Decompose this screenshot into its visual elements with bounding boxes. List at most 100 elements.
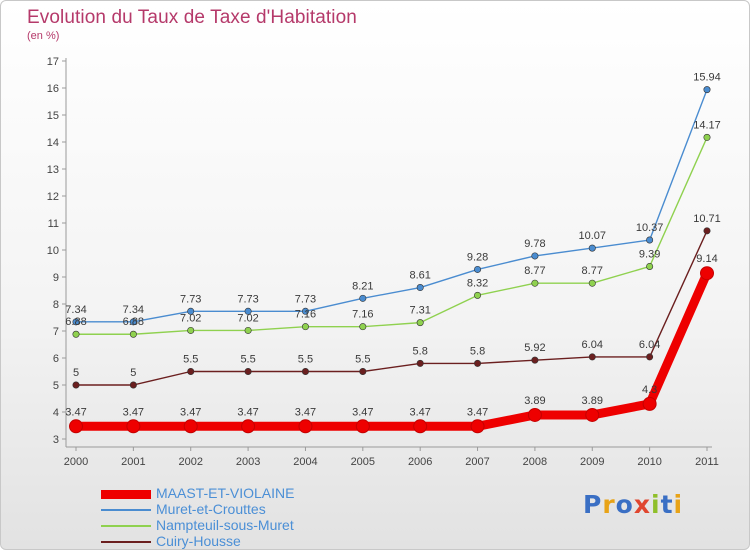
data-label: 3.47 <box>65 406 86 418</box>
data-point <box>474 291 482 299</box>
data-point <box>470 419 485 434</box>
logo-letter: r <box>602 490 616 519</box>
data-point <box>72 330 80 338</box>
data-label: 5.5 <box>355 354 370 366</box>
x-tick-label: 2001 <box>121 456 145 468</box>
data-point <box>69 419 83 434</box>
data-label: 4.3 <box>642 384 657 396</box>
data-label: 3.47 <box>467 406 488 418</box>
data-point <box>129 330 137 338</box>
data-point <box>359 367 367 375</box>
data-label: 3.47 <box>295 406 316 418</box>
data-point <box>187 326 195 334</box>
x-tick-label: 2004 <box>293 456 317 468</box>
data-point <box>416 359 424 367</box>
logo-letter: x <box>633 490 651 519</box>
y-tick-label: 10 <box>47 245 59 257</box>
data-label: 8.21 <box>352 280 373 292</box>
data-label: 7.73 <box>180 293 201 305</box>
x-tick-label: 2010 <box>637 456 661 468</box>
data-label: 5.5 <box>240 354 255 366</box>
y-tick-label: 13 <box>47 164 59 176</box>
data-point <box>359 323 367 331</box>
logo-letter: i <box>651 490 661 519</box>
data-point <box>474 265 482 273</box>
data-label: 5.92 <box>524 342 545 354</box>
data-label: 8.61 <box>409 270 430 282</box>
data-label: 8.77 <box>582 265 603 277</box>
data-point <box>531 279 539 287</box>
data-label: 8.77 <box>524 265 545 277</box>
data-label: 10.07 <box>579 230 607 242</box>
data-label: 5 <box>73 367 79 379</box>
data-point <box>129 318 137 326</box>
data-point <box>359 294 367 302</box>
logo-letter: o <box>615 490 634 519</box>
logo-letter: P <box>583 490 603 519</box>
data-point <box>646 236 654 244</box>
data-label: 3.47 <box>352 406 373 418</box>
y-tick-label: 16 <box>47 83 59 95</box>
data-point <box>531 356 539 364</box>
data-label: 7.31 <box>409 305 430 317</box>
data-label: 7.34 <box>123 304 144 316</box>
y-tick-label: 5 <box>53 380 59 392</box>
y-tick-label: 15 <box>47 110 59 122</box>
data-point <box>72 381 80 389</box>
data-label: 10.37 <box>636 222 664 234</box>
data-label: 6.04 <box>639 339 660 351</box>
data-point <box>703 227 711 235</box>
x-tick-label: 2003 <box>236 456 260 468</box>
data-point <box>474 359 482 367</box>
legend-label: Muret-et-Crouttes <box>156 501 266 517</box>
data-point <box>416 284 424 292</box>
data-label: 9.78 <box>524 238 545 250</box>
y-unit-label: (en %) <box>27 30 60 42</box>
data-label: 3.89 <box>582 395 603 407</box>
data-point <box>646 353 654 361</box>
data-point <box>187 367 195 375</box>
data-point <box>187 307 195 315</box>
data-label: 3.47 <box>409 406 430 418</box>
x-tick-label: 2006 <box>408 456 432 468</box>
series-line-muret-et-crouttes <box>75 88 708 323</box>
data-label: 9.14 <box>696 253 717 265</box>
data-point <box>703 86 711 94</box>
data-label: 7.16 <box>295 309 316 321</box>
data-label: 7.02 <box>180 312 201 324</box>
data-point <box>642 396 657 411</box>
data-point <box>646 262 654 270</box>
x-tick-label: 2011 <box>695 456 719 468</box>
logo-letter: t <box>660 490 674 519</box>
data-point <box>588 279 596 287</box>
data-label: 5.8 <box>413 345 428 357</box>
data-point <box>183 419 198 434</box>
data-label: 3.47 <box>180 406 201 418</box>
data-label: 6.88 <box>65 316 86 328</box>
data-label: 3.89 <box>524 395 545 407</box>
y-tick-label: 8 <box>53 299 59 311</box>
data-point <box>416 319 424 327</box>
data-point <box>588 244 596 252</box>
data-label: 10.71 <box>693 213 721 225</box>
data-label: 7.02 <box>237 312 258 324</box>
data-point <box>527 407 542 422</box>
data-point <box>531 252 539 260</box>
data-point <box>72 318 80 326</box>
series-line-nampteuil-sous-muret <box>75 136 708 335</box>
series-line-maast-et-violaine <box>71 268 712 431</box>
data-point <box>413 419 428 434</box>
data-point <box>241 419 256 434</box>
series-line-cuiry-housse <box>75 230 708 386</box>
data-label: 7.16 <box>352 309 373 321</box>
x-tick-label: 2007 <box>465 456 489 468</box>
logo-letter: i <box>673 490 684 519</box>
x-tick-label: 2002 <box>178 456 202 468</box>
x-tick-label: 2000 <box>64 456 88 468</box>
legend-label: Cuiry-Housse <box>156 533 241 549</box>
chart-title: Evolution du Taux de Taxe d'Habitation <box>27 7 357 28</box>
y-tick-label: 7 <box>53 326 59 338</box>
legend-swatch <box>101 541 151 543</box>
data-label: 5 <box>130 367 136 379</box>
